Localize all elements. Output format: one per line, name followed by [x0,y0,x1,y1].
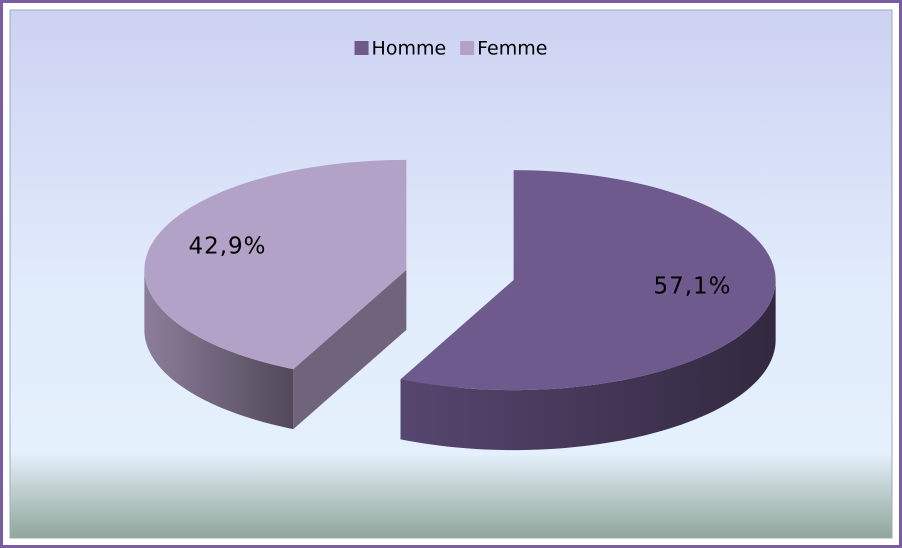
legend: Homme Femme [354,38,547,60]
legend-label: Homme [372,38,447,60]
pie: 57,1% 42,9% [144,159,776,451]
data-label: 42,9% [188,233,266,259]
slice-wall [144,269,294,430]
data-label: 57,1% [653,274,731,300]
legend-swatch [460,41,475,55]
legend-swatch [354,41,369,55]
slice [144,159,407,370]
legend-label: Femme [477,38,547,60]
slice [400,170,776,391]
slice-cut-face [293,269,407,430]
slice-wall [400,280,776,451]
